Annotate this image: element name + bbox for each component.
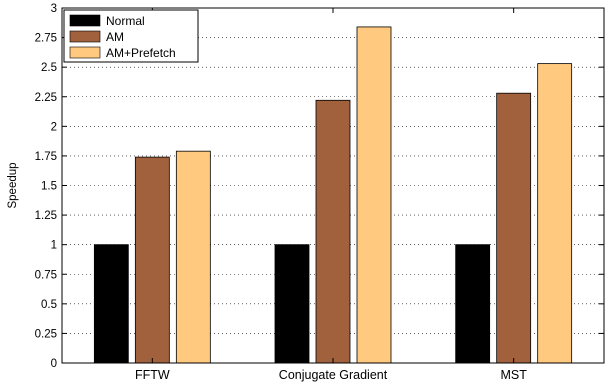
x-category-label: Conjugate Gradient <box>279 368 388 382</box>
y-tick-label: 2 <box>51 121 57 133</box>
bar-normal-conjugate-gradient <box>274 244 310 364</box>
y-tick-label: 2.5 <box>41 62 57 74</box>
bar-am-conjugate-gradient <box>315 99 351 364</box>
bars <box>93 26 573 364</box>
bar-normal-mst <box>455 244 491 364</box>
y-tick-label: 0.5 <box>41 299 57 311</box>
x-category-labels: FFTW Conjugate Gradient MST <box>135 368 527 382</box>
bar-normal-fftw <box>93 244 129 364</box>
y-tick-label: 1.5 <box>41 181 57 193</box>
y-tick-label: 2.25 <box>35 92 57 104</box>
y-tick-label: 0 <box>51 358 57 370</box>
legend: Normal AM AM+Prefetch <box>63 9 199 63</box>
bar-am-mst <box>496 92 532 364</box>
y-tick-labels: 0 0.25 0.5 0.75 1 1.25 1.5 1.75 2 2.25 2.5 2.75 3 <box>35 3 57 370</box>
x-category-label: FFTW <box>135 368 170 382</box>
legend-swatch <box>69 46 101 59</box>
legend-label: Normal <box>106 14 145 28</box>
legend-label: AM <box>106 30 124 44</box>
bar-am-prefetch-mst <box>537 63 573 364</box>
x-category-label: MST <box>500 368 527 382</box>
legend-swatch <box>69 30 101 43</box>
legend-swatch <box>69 14 101 27</box>
y-tick-label: 2.75 <box>35 33 57 45</box>
bar-am-prefetch-fftw <box>175 150 211 364</box>
y-tick-label: 1.75 <box>35 151 57 163</box>
y-axis-label: Speedup <box>7 162 19 208</box>
y-tick-label: 0.75 <box>35 269 57 281</box>
y-tick-label: 1 <box>51 240 57 252</box>
bar-am-prefetch-conjugate-gradient <box>356 26 392 364</box>
legend-label: AM+Prefetch <box>106 46 176 60</box>
y-tick-label: 0.25 <box>35 328 57 340</box>
y-tick-label: 1.25 <box>35 210 57 222</box>
y-tick-label: 3 <box>51 3 57 15</box>
bar-am-fftw <box>134 156 170 364</box>
